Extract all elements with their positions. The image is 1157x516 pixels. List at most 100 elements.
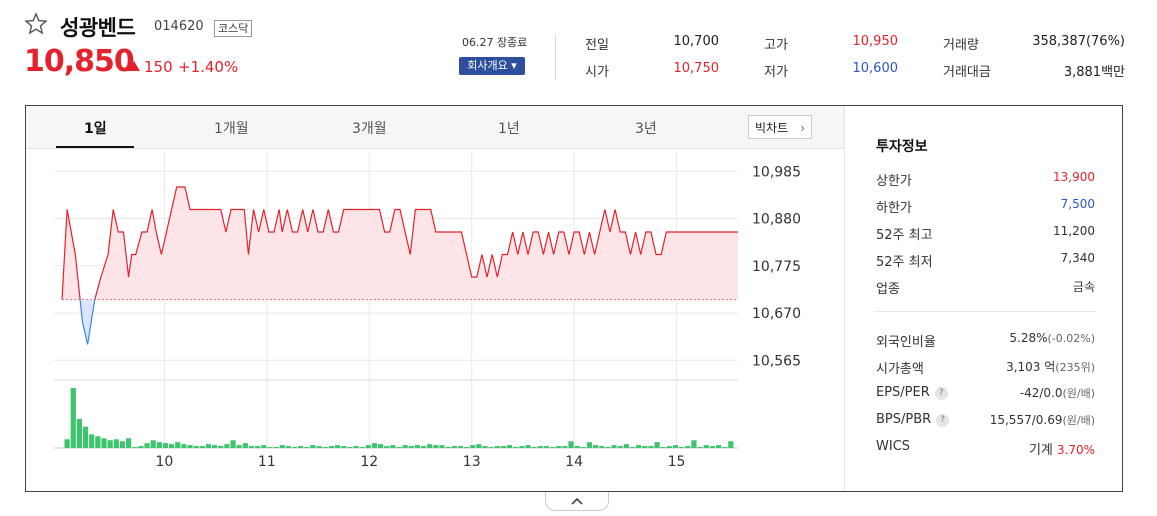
volume-bar: [666, 446, 672, 448]
volume-bar: [525, 445, 531, 448]
volume-bar: [709, 446, 715, 448]
volume-bar: [574, 446, 580, 448]
company-overview-button[interactable]: 회사개요 ▾: [459, 57, 525, 75]
volume-bar: [715, 445, 722, 448]
summary-value-prev-close: 10,700: [673, 34, 720, 49]
invest2-value-sub: 3.70%: [1056, 443, 1095, 457]
invest2-label-text: 시가총액: [876, 362, 924, 377]
volume-bar: [494, 446, 500, 448]
volume-bar: [414, 445, 421, 448]
price-change-value: 150: [144, 58, 173, 76]
volume-bar: [255, 446, 261, 448]
volume-bar: [685, 446, 691, 448]
tab-3year[interactable]: 3년: [635, 121, 657, 137]
volume-bar: [697, 447, 703, 448]
invest2-value-text: 3,103 억: [1006, 360, 1056, 374]
volume-bar: [402, 445, 408, 448]
volume-bar: [144, 443, 150, 448]
volume-bar: [76, 418, 83, 448]
tab-3month[interactable]: 3개월: [352, 121, 387, 137]
volume-bar: [660, 447, 666, 448]
volume-bar: [261, 445, 267, 448]
volume-bar: [654, 442, 660, 448]
volume-bar: [181, 444, 187, 448]
volume-bar: [285, 446, 291, 448]
summary-value-open: 10,750: [673, 61, 720, 76]
tab-1year[interactable]: 1년: [498, 121, 520, 137]
x-tick-label: 15: [668, 454, 686, 468]
invest2-value-sub: (-0.02%): [1047, 332, 1096, 345]
volume-bar: [543, 446, 550, 448]
volume-bar: [138, 446, 144, 448]
volume-bar: [537, 446, 543, 448]
tab-1month[interactable]: 1개월: [214, 121, 249, 137]
invest-value-3: 7,340: [1060, 251, 1095, 265]
volume-bar: [451, 446, 457, 448]
collapse-button[interactable]: [545, 492, 609, 511]
chevron-right-icon: ›: [800, 121, 805, 135]
invest-info-heading: 투자정보: [876, 139, 928, 155]
invest2-value-text: -42/0.0: [1019, 386, 1063, 400]
volume-bar: [586, 442, 593, 448]
volume-bar: [353, 446, 359, 448]
invest-label-2: 52주 최고: [876, 228, 933, 243]
help-icon[interactable]: ?: [936, 414, 950, 427]
volume-bar: [322, 447, 328, 448]
invest-label-1: 하한가: [876, 201, 912, 216]
volume-bar: [113, 439, 119, 448]
volume-bar: [193, 446, 199, 448]
big-chart-button[interactable]: 빅차트 ›: [748, 115, 812, 139]
y-tick-label: 10,565: [752, 353, 801, 369]
volume-bar: [390, 445, 396, 448]
invest2-value-text: 5.28%: [1009, 331, 1048, 345]
volume-bar: [156, 442, 162, 448]
volume-bar: [513, 447, 519, 448]
summary-value-low: 10,600: [852, 61, 899, 76]
volume-bar: [648, 446, 654, 448]
divider: [844, 106, 845, 491]
x-tick-label: 12: [360, 454, 378, 468]
volume-bar: [611, 445, 617, 448]
invest2-value-3: 15,557/0.69(원/배): [940, 412, 1095, 428]
price-area-up: [62, 187, 738, 300]
invest2-value-text: 기계: [1028, 443, 1053, 458]
volume-bar: [328, 446, 334, 448]
chart-panel: [25, 105, 1123, 492]
x-tick-label: 11: [258, 454, 276, 468]
invest-value-4: 금속: [1072, 280, 1095, 294]
big-chart-label: 빅차트: [755, 121, 789, 135]
tab-1day[interactable]: 1일: [84, 121, 107, 137]
volume-bar: [679, 447, 685, 448]
volume-bar: [629, 447, 636, 448]
invest2-label-text: EPS/PER: [876, 385, 930, 400]
volume-bar: [224, 444, 230, 448]
volume-bar: [125, 438, 132, 448]
x-tick-label: 10: [156, 454, 174, 468]
volume-bar: [168, 444, 175, 448]
price-change: 150: [128, 58, 173, 76]
volume-bar: [642, 446, 648, 448]
summary-label-prev-close: 전일: [585, 38, 609, 53]
volume-bar: [212, 445, 218, 448]
volume-bar: [199, 446, 205, 448]
active-tab-indicator: [56, 146, 134, 148]
period-tabs: [26, 106, 844, 149]
volume-bar: [377, 444, 384, 448]
summary-label-low: 저가: [764, 65, 788, 80]
x-tick-label: 13: [463, 454, 481, 468]
volume-bar: [334, 445, 341, 448]
volume-bar: [95, 436, 101, 448]
price-change-percent: +1.40%: [178, 58, 239, 76]
volume-bar: [273, 447, 279, 448]
y-tick-label: 10,880: [752, 212, 801, 228]
invest2-value-2: -42/0.0(원/배): [940, 385, 1095, 401]
invest-value-0: 13,900: [1053, 170, 1095, 184]
volume-bar: [463, 447, 470, 448]
help-icon[interactable]: ?: [934, 387, 948, 400]
volume-bar: [445, 447, 451, 448]
volume-bar: [691, 440, 697, 448]
up-arrow-icon: [128, 61, 140, 71]
favorite-star-icon[interactable]: [24, 12, 48, 36]
invest2-value-1: 3,103 억(235위): [940, 358, 1095, 375]
volume-bar: [267, 447, 273, 448]
